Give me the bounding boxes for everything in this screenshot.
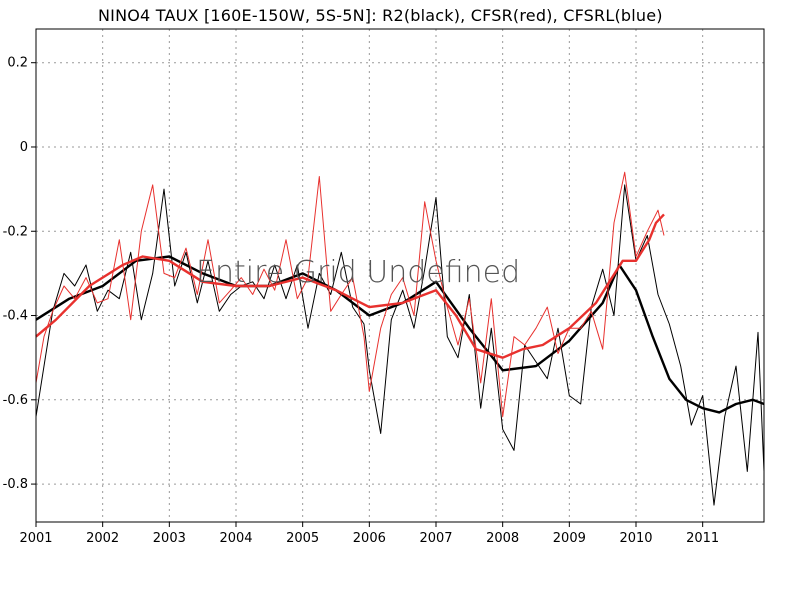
y-tick-label: -0.6 [3,393,28,408]
x-tick-label: 2011 [686,531,719,546]
x-tick-label: 2002 [86,531,119,546]
series-lines [35,171,765,506]
r2-smoothed-line [35,255,765,414]
x-tick-label: 2010 [619,531,652,546]
undefined-grid-message: Entire Grid Undefined [196,255,521,290]
x-tick-label: 2004 [219,531,252,546]
y-tick-label: -0.2 [3,224,28,239]
cfsr-smoothed-line [35,213,665,359]
plot-frame [35,28,765,523]
y-tick-label: -0.8 [3,477,28,492]
cfsr-monthly-line [35,171,665,418]
x-tick-label: 2009 [553,531,586,546]
x-tick-label: 2001 [19,531,52,546]
x-axis-ticks: 2001 2002 2003 2004 2005 2006 2007 2008 2009 2010… [19,522,719,546]
y-tick-label: 0 [20,140,28,155]
y-axis-ticks: 0.2 0 -0.2 -0.4 -0.6 -0.8 [3,56,36,492]
y-tick-label: -0.4 [3,309,28,324]
x-tick-label: 2007 [419,531,452,546]
x-tick-label: 2006 [353,531,386,546]
plot-border [35,28,765,523]
x-tick-label: 2003 [153,531,186,546]
y-tick-label: 0.2 [7,56,28,71]
x-tick-label: 2005 [286,531,319,546]
x-tick-label: 2008 [486,531,519,546]
chart-title: NINO4 TAUX [160E-150W, 5S-5N]: R2(black)… [98,6,663,25]
